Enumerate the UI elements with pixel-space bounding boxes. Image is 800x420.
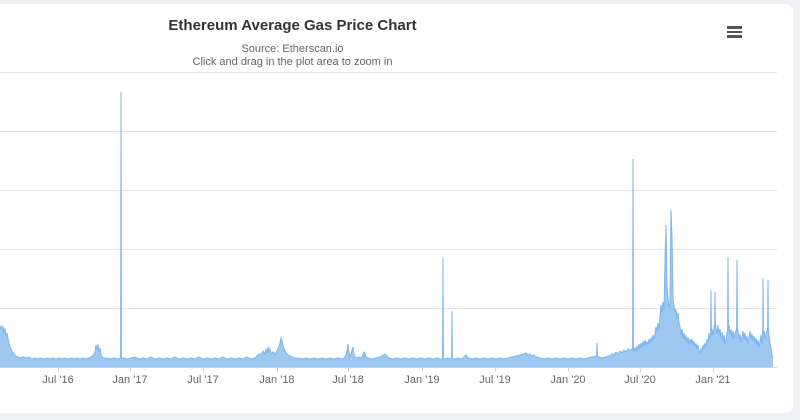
chart-subtitle: Source: Etherscan.io Click and drag in t… bbox=[0, 43, 615, 68]
y-gridlines bbox=[0, 72, 777, 309]
chart-title: Ethereum Average Gas Price Chart bbox=[168, 17, 417, 34]
chart-subtitle-hint: Click and drag in the plot area to zoom … bbox=[192, 55, 393, 68]
context-menu-button[interactable] bbox=[723, 23, 745, 41]
x-axis-ticks bbox=[58, 367, 714, 372]
area-series bbox=[0, 91, 774, 367]
chart-subtitle-source: Source: Etherscan.io bbox=[241, 43, 344, 55]
